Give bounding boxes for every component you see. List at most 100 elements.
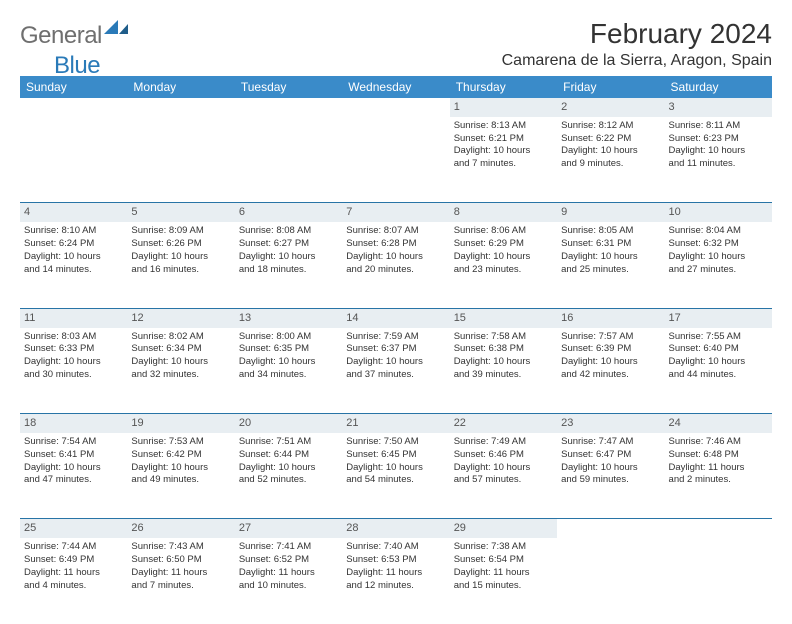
title-block: February 2024 Camarena de la Sierra, Ara… bbox=[502, 18, 772, 70]
sunrise-text: Sunrise: 7:40 AM bbox=[346, 541, 445, 554]
daynum-row: 18192021222324 bbox=[20, 414, 772, 433]
day-cell bbox=[665, 538, 772, 624]
sunrise-text: Sunrise: 7:44 AM bbox=[24, 541, 123, 554]
daylight-text: and 9 minutes. bbox=[561, 158, 660, 171]
day-number: 21 bbox=[342, 414, 449, 433]
daylight-text: and 34 minutes. bbox=[239, 369, 338, 382]
sunset-text: Sunset: 6:21 PM bbox=[454, 133, 553, 146]
sunset-text: Sunset: 6:41 PM bbox=[24, 449, 123, 462]
daylight-text: and 49 minutes. bbox=[131, 474, 230, 487]
sunrise-text: Sunrise: 7:53 AM bbox=[131, 436, 230, 449]
day-cell bbox=[557, 538, 664, 624]
sunset-text: Sunset: 6:22 PM bbox=[561, 133, 660, 146]
day-number: 2 bbox=[557, 98, 664, 117]
sunrise-text: Sunrise: 8:05 AM bbox=[561, 225, 660, 238]
sunset-text: Sunset: 6:26 PM bbox=[131, 238, 230, 251]
sunset-text: Sunset: 6:54 PM bbox=[454, 554, 553, 567]
logo-text-blue: Blue bbox=[54, 52, 100, 80]
day-number: 18 bbox=[20, 414, 127, 433]
sunrise-text: Sunrise: 7:57 AM bbox=[561, 331, 660, 344]
daylight-text: and 37 minutes. bbox=[346, 369, 445, 382]
sunrise-text: Sunrise: 7:49 AM bbox=[454, 436, 553, 449]
weekday-header: Tuesday bbox=[235, 76, 342, 98]
daylight-text: and 59 minutes. bbox=[561, 474, 660, 487]
day-number bbox=[665, 519, 772, 538]
day-cell: Sunrise: 7:38 AMSunset: 6:54 PMDaylight:… bbox=[450, 538, 557, 624]
daylight-text: Daylight: 10 hours bbox=[131, 356, 230, 369]
day-cell: Sunrise: 8:11 AMSunset: 6:23 PMDaylight:… bbox=[665, 117, 772, 203]
daylight-text: Daylight: 10 hours bbox=[454, 251, 553, 264]
sunset-text: Sunset: 6:23 PM bbox=[669, 133, 768, 146]
daylight-text: and 20 minutes. bbox=[346, 264, 445, 277]
daylight-text: Daylight: 11 hours bbox=[131, 567, 230, 580]
daylight-text: and 10 minutes. bbox=[239, 580, 338, 593]
sunrise-text: Sunrise: 8:02 AM bbox=[131, 331, 230, 344]
sunset-text: Sunset: 6:38 PM bbox=[454, 343, 553, 356]
daylight-text: and 32 minutes. bbox=[131, 369, 230, 382]
day-cell: Sunrise: 7:44 AMSunset: 6:49 PMDaylight:… bbox=[20, 538, 127, 624]
daylight-text: Daylight: 10 hours bbox=[669, 145, 768, 158]
day-number: 6 bbox=[235, 203, 342, 222]
month-title: February 2024 bbox=[502, 18, 772, 50]
day-cell: Sunrise: 7:57 AMSunset: 6:39 PMDaylight:… bbox=[557, 328, 664, 414]
day-cell: Sunrise: 7:54 AMSunset: 6:41 PMDaylight:… bbox=[20, 433, 127, 519]
weekday-header: Thursday bbox=[450, 76, 557, 98]
daynum-row: 45678910 bbox=[20, 203, 772, 222]
day-cell: Sunrise: 8:06 AMSunset: 6:29 PMDaylight:… bbox=[450, 222, 557, 308]
day-number: 27 bbox=[235, 519, 342, 538]
day-number: 16 bbox=[557, 308, 664, 327]
day-cell: Sunrise: 7:55 AMSunset: 6:40 PMDaylight:… bbox=[665, 328, 772, 414]
day-number: 14 bbox=[342, 308, 449, 327]
sunset-text: Sunset: 6:33 PM bbox=[24, 343, 123, 356]
sunrise-text: Sunrise: 7:43 AM bbox=[131, 541, 230, 554]
daynum-row: 123 bbox=[20, 98, 772, 117]
day-number: 1 bbox=[450, 98, 557, 117]
sunrise-text: Sunrise: 7:54 AM bbox=[24, 436, 123, 449]
sunset-text: Sunset: 6:48 PM bbox=[669, 449, 768, 462]
daylight-text: and 52 minutes. bbox=[239, 474, 338, 487]
daylight-text: Daylight: 10 hours bbox=[346, 356, 445, 369]
day-number: 4 bbox=[20, 203, 127, 222]
day-detail-row: Sunrise: 8:03 AMSunset: 6:33 PMDaylight:… bbox=[20, 328, 772, 414]
sunrise-text: Sunrise: 8:03 AM bbox=[24, 331, 123, 344]
day-cell: Sunrise: 8:13 AMSunset: 6:21 PMDaylight:… bbox=[450, 117, 557, 203]
day-number bbox=[235, 98, 342, 117]
sunset-text: Sunset: 6:46 PM bbox=[454, 449, 553, 462]
day-number: 17 bbox=[665, 308, 772, 327]
daylight-text: Daylight: 10 hours bbox=[24, 356, 123, 369]
day-detail-row: Sunrise: 7:54 AMSunset: 6:41 PMDaylight:… bbox=[20, 433, 772, 519]
day-cell: Sunrise: 7:46 AMSunset: 6:48 PMDaylight:… bbox=[665, 433, 772, 519]
day-number: 8 bbox=[450, 203, 557, 222]
daylight-text: Daylight: 10 hours bbox=[239, 251, 338, 264]
day-cell: Sunrise: 7:59 AMSunset: 6:37 PMDaylight:… bbox=[342, 328, 449, 414]
daylight-text: Daylight: 10 hours bbox=[131, 251, 230, 264]
daylight-text: Daylight: 10 hours bbox=[561, 251, 660, 264]
day-number: 9 bbox=[557, 203, 664, 222]
daylight-text: Daylight: 10 hours bbox=[454, 356, 553, 369]
day-number bbox=[127, 98, 234, 117]
sunset-text: Sunset: 6:35 PM bbox=[239, 343, 338, 356]
calendar-table: Sunday Monday Tuesday Wednesday Thursday… bbox=[20, 76, 772, 624]
logo: General bbox=[20, 22, 130, 50]
weekday-header: Friday bbox=[557, 76, 664, 98]
sunrise-text: Sunrise: 8:11 AM bbox=[669, 120, 768, 133]
sunrise-text: Sunrise: 7:58 AM bbox=[454, 331, 553, 344]
day-number: 12 bbox=[127, 308, 234, 327]
day-number: 26 bbox=[127, 519, 234, 538]
daylight-text: and 14 minutes. bbox=[24, 264, 123, 277]
sunrise-text: Sunrise: 8:07 AM bbox=[346, 225, 445, 238]
daylight-text: and 4 minutes. bbox=[24, 580, 123, 593]
day-detail-row: Sunrise: 8:10 AMSunset: 6:24 PMDaylight:… bbox=[20, 222, 772, 308]
sunset-text: Sunset: 6:49 PM bbox=[24, 554, 123, 567]
header: General February 2024 Camarena de la Sie… bbox=[20, 18, 772, 70]
daylight-text: and 15 minutes. bbox=[454, 580, 553, 593]
daylight-text: Daylight: 10 hours bbox=[454, 145, 553, 158]
logo-text-general: General bbox=[20, 22, 102, 50]
daylight-text: and 7 minutes. bbox=[131, 580, 230, 593]
day-cell: Sunrise: 8:09 AMSunset: 6:26 PMDaylight:… bbox=[127, 222, 234, 308]
daylight-text: and 2 minutes. bbox=[669, 474, 768, 487]
daylight-text: Daylight: 11 hours bbox=[346, 567, 445, 580]
day-number: 10 bbox=[665, 203, 772, 222]
sunrise-text: Sunrise: 7:47 AM bbox=[561, 436, 660, 449]
sunrise-text: Sunrise: 8:06 AM bbox=[454, 225, 553, 238]
